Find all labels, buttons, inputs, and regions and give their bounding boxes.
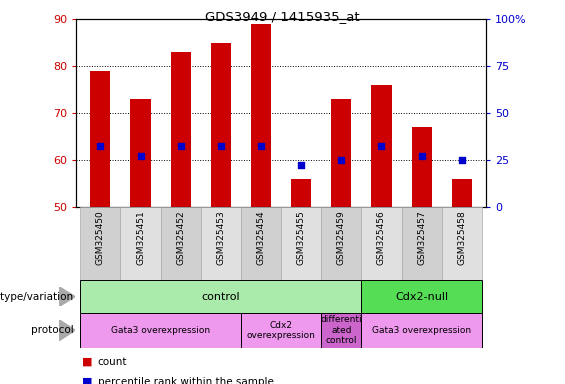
Bar: [452, 179, 472, 207]
Text: Gata3 overexpression: Gata3 overexpression: [111, 326, 210, 335]
Bar: [120, 207, 160, 280]
Text: GSM325453: GSM325453: [216, 210, 225, 265]
Text: GSM325455: GSM325455: [297, 210, 306, 265]
Bar: [321, 207, 362, 280]
Text: genotype/variation: genotype/variation: [0, 291, 73, 302]
Bar: [171, 52, 191, 207]
Text: Cdx2
overexpression: Cdx2 overexpression: [247, 321, 315, 340]
Text: percentile rank within the sample: percentile rank within the sample: [98, 377, 273, 384]
Point: [96, 143, 105, 149]
Point: [417, 152, 426, 159]
Polygon shape: [59, 320, 75, 341]
Bar: [412, 127, 432, 207]
Point: [176, 143, 185, 149]
Bar: [371, 85, 392, 207]
Point: [136, 152, 145, 159]
Text: ■: ■: [82, 377, 93, 384]
Text: Gata3 overexpression: Gata3 overexpression: [372, 326, 471, 335]
Bar: [362, 313, 482, 348]
Text: ■: ■: [82, 357, 93, 367]
Text: GDS3949 / 1415935_at: GDS3949 / 1415935_at: [205, 10, 360, 23]
Bar: [442, 207, 482, 280]
Bar: [80, 280, 362, 313]
Bar: [291, 179, 311, 207]
Text: GSM325454: GSM325454: [257, 210, 266, 265]
Polygon shape: [59, 287, 75, 306]
Point: [377, 143, 386, 149]
Bar: [131, 99, 150, 207]
Text: GSM325456: GSM325456: [377, 210, 386, 265]
Bar: [362, 207, 402, 280]
Text: GSM325450: GSM325450: [96, 210, 105, 265]
Bar: [241, 313, 321, 348]
Bar: [90, 71, 110, 207]
Bar: [251, 24, 271, 207]
Text: GSM325457: GSM325457: [417, 210, 426, 265]
Point: [457, 157, 466, 164]
Point: [297, 162, 306, 168]
Text: count: count: [98, 357, 127, 367]
Bar: [321, 313, 362, 348]
Bar: [80, 313, 241, 348]
Bar: [241, 207, 281, 280]
Bar: [160, 207, 201, 280]
Point: [337, 157, 346, 164]
Bar: [211, 43, 231, 207]
Text: control: control: [202, 291, 240, 302]
Text: GSM325452: GSM325452: [176, 210, 185, 265]
Bar: [331, 99, 351, 207]
Bar: [80, 207, 120, 280]
Text: GSM325458: GSM325458: [457, 210, 466, 265]
Text: differenti
ated
control: differenti ated control: [320, 315, 362, 345]
Bar: [362, 280, 482, 313]
Text: Cdx2-null: Cdx2-null: [395, 291, 448, 302]
Text: GSM325451: GSM325451: [136, 210, 145, 265]
Point: [216, 143, 225, 149]
Point: [257, 143, 266, 149]
Bar: [201, 207, 241, 280]
Text: GSM325459: GSM325459: [337, 210, 346, 265]
Text: protocol: protocol: [31, 325, 73, 335]
Bar: [402, 207, 442, 280]
Bar: [281, 207, 321, 280]
